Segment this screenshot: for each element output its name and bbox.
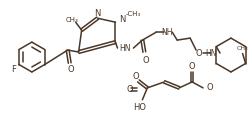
Text: HO: HO	[133, 103, 146, 112]
Text: O: O	[196, 49, 202, 58]
Text: CH₃: CH₃	[237, 46, 249, 51]
Text: -CH₃: -CH₃	[126, 11, 141, 17]
Text: F: F	[11, 66, 16, 74]
Text: O: O	[207, 83, 213, 92]
Text: N: N	[119, 15, 126, 24]
Text: HN: HN	[205, 49, 217, 58]
Text: HN: HN	[120, 44, 131, 53]
Text: NH: NH	[162, 28, 173, 37]
Text: O: O	[67, 66, 74, 74]
Text: O: O	[189, 62, 195, 71]
Text: O: O	[126, 85, 133, 94]
Text: O: O	[142, 55, 149, 64]
Text: CH₃: CH₃	[65, 17, 78, 23]
Text: N: N	[94, 9, 101, 18]
Text: O: O	[132, 72, 139, 81]
